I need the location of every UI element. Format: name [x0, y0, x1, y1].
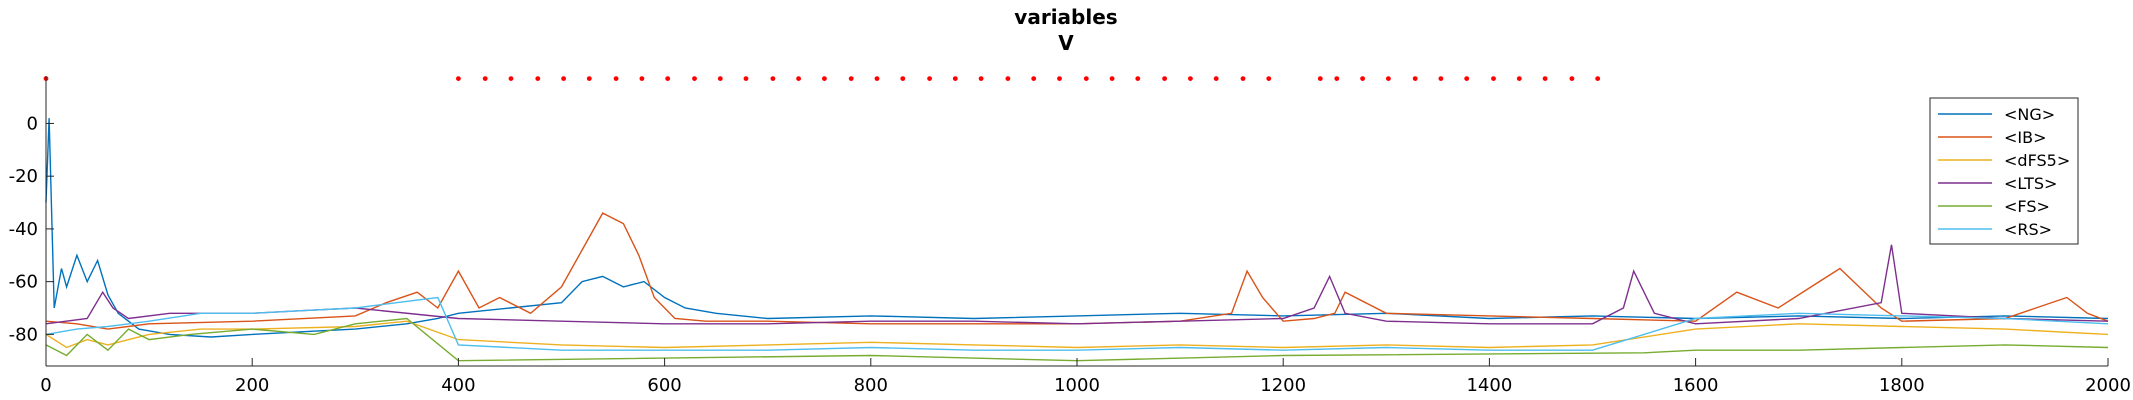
x-tick-label: 1400: [1466, 375, 1512, 396]
raster-dot: [978, 76, 984, 81]
y-tick-label: 0: [27, 113, 38, 134]
raster-dot: [482, 76, 488, 81]
series-line-1: [45, 212, 2109, 330]
legend-label: <FS>: [2004, 197, 2050, 216]
raster-dot: [508, 76, 514, 81]
series-line-0: [45, 118, 2109, 338]
raster-dot: [1083, 76, 1089, 81]
axes: 0 200 400 600 800 1000 1200 1400 1600 1800 2000 -80…: [9, 76, 2131, 396]
raster-dot: [586, 76, 592, 81]
x-tick-label: 800: [854, 375, 888, 396]
raster-dot: [1317, 76, 1323, 81]
raster-dot: [1334, 76, 1340, 81]
legend-label: <NG>: [2004, 105, 2055, 124]
series-line-3: [45, 244, 2109, 325]
raster-dot: [900, 76, 906, 81]
raster-dot: [639, 76, 645, 81]
raster-dot: [692, 76, 697, 81]
raster-dot: [1188, 76, 1193, 81]
legend-label: <RS>: [2004, 220, 2052, 239]
raster-dot: [1412, 76, 1418, 81]
raster-dot: [717, 76, 723, 81]
raster-dot: [561, 76, 566, 81]
y-tick-label: -80: [9, 324, 38, 345]
legend-box: [1929, 97, 2079, 245]
raster-dot: [1057, 76, 1062, 81]
legend: <NG> <IB> <dFS5> <LTS> <FS> <RS>: [1929, 97, 2079, 245]
raster-dot: [1438, 76, 1444, 81]
series-line-2: [45, 320, 2109, 349]
x-tick-label: 0: [40, 375, 51, 396]
raster-dot: [770, 76, 776, 81]
series-layer: [45, 118, 2109, 362]
x-tick-label: 1600: [1673, 375, 1719, 396]
raster-dot: [613, 76, 619, 81]
y-tick-label: -40: [9, 219, 38, 240]
raster-dot: [822, 76, 827, 81]
raster-dot: [1213, 76, 1219, 81]
legend-label: <LTS>: [2004, 174, 2057, 193]
raster-dot: [456, 76, 461, 81]
raster-dot: [952, 76, 958, 81]
raster-dot: [1360, 76, 1365, 81]
raster-dot: [796, 76, 801, 81]
raster-dot: [1569, 76, 1575, 81]
raster-dot: [1386, 76, 1391, 81]
series-line-4: [45, 317, 2109, 362]
raster-dot: [1109, 76, 1115, 81]
raster-dot: [665, 76, 671, 81]
raster-dot: [1240, 76, 1246, 81]
x-tick-label: 1200: [1260, 375, 1306, 396]
spike-raster: [43, 76, 1601, 81]
raster-dot: [848, 76, 854, 81]
y-tick-label: -20: [9, 166, 38, 187]
raster-dot: [874, 76, 880, 81]
series-line-5: [45, 296, 2109, 351]
x-tick-label: 600: [647, 375, 681, 396]
raster-dot: [1595, 76, 1601, 81]
legend-label: <dFS5>: [2004, 151, 2070, 170]
raster-dot: [1542, 76, 1548, 81]
raster-dot: [535, 76, 541, 81]
chart-title: variables: [1014, 5, 1117, 29]
plot-area: 0 200 400 600 800 1000 1200 1400 1600 1800 2000 -80…: [9, 76, 2131, 396]
raster-dot: [1005, 76, 1011, 81]
x-tick-label: 200: [235, 375, 269, 396]
x-tick-label: 1800: [1879, 375, 1925, 396]
raster-dot: [1491, 76, 1496, 81]
x-tick-label: 400: [441, 375, 475, 396]
raster-dot: [1516, 76, 1522, 81]
raster-dot: [743, 76, 749, 81]
raster-dot: [1464, 76, 1470, 81]
legend-label: <IB>: [2004, 128, 2047, 147]
raster-dot: [1162, 76, 1167, 81]
x-tick-label: 2000: [2085, 375, 2131, 396]
raster-dot: [1031, 76, 1037, 81]
raster-dot: [927, 76, 932, 81]
x-tick-label: 1000: [1054, 375, 1100, 396]
raster-dot: [1266, 76, 1272, 81]
y-tick-label: -60: [9, 272, 38, 293]
raster-dot: [1135, 76, 1141, 81]
chart-subtitle: V: [1058, 31, 1074, 55]
